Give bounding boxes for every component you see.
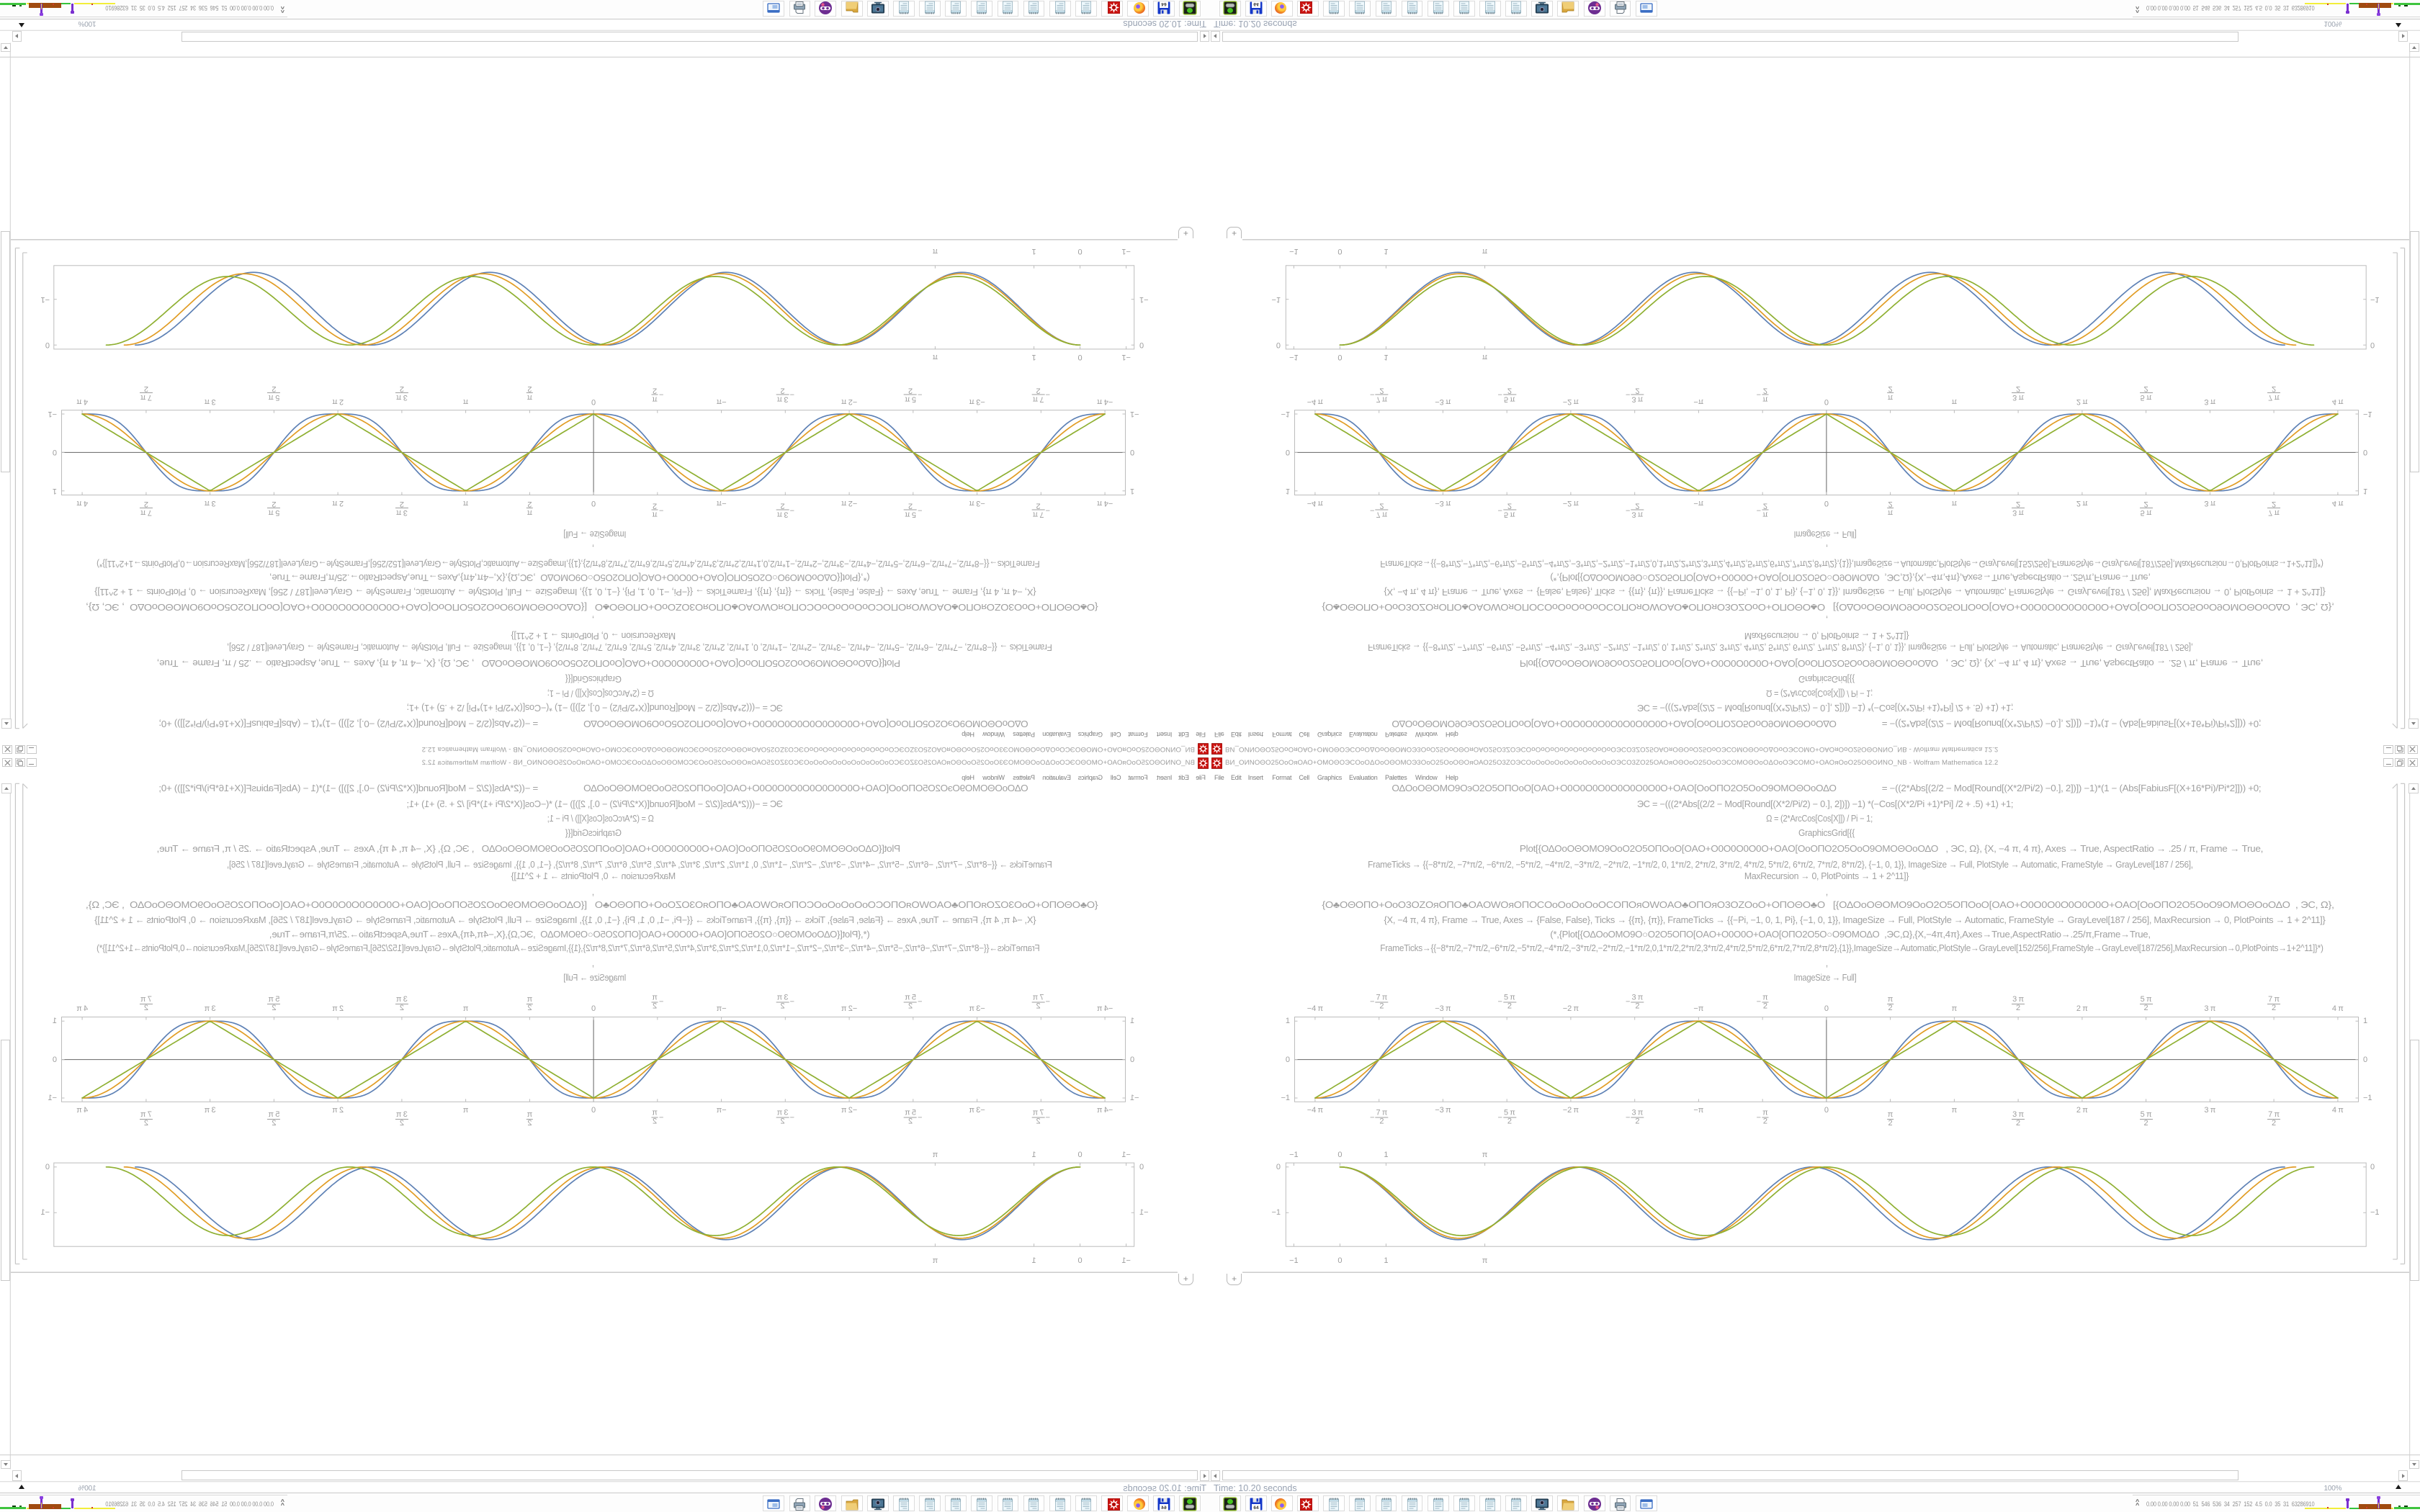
svg-text:64: 64 [1253, 1, 1259, 6]
svg-text:64: 64 [1161, 1, 1167, 6]
svg-text:64: 64 [1161, 1506, 1167, 1511]
svg-text:64: 64 [1253, 1506, 1259, 1511]
